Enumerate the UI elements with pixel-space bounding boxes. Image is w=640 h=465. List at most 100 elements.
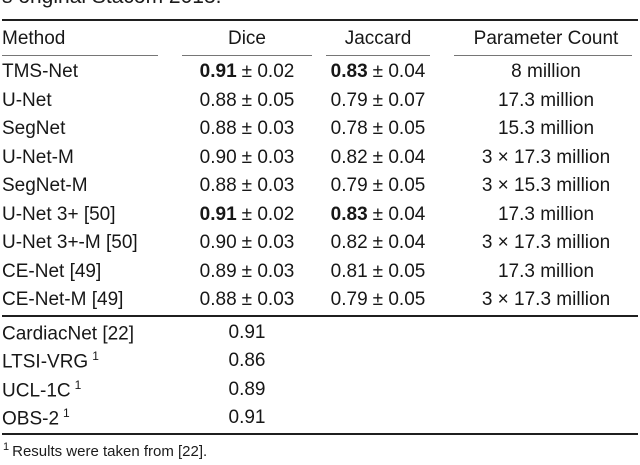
dice-cell: 0.88 ± 0.05 [174, 90, 320, 112]
jaccard-cell: 0.81 ± 0.05 [320, 261, 436, 283]
dice-mean: 0.89 [199, 260, 237, 282]
jaccard-cell: 0.79 ± 0.07 [320, 90, 436, 112]
column-header-parameter-count: Parameter Count [436, 21, 638, 56]
method-cell: CardiacNet [22] [2, 321, 174, 345]
parameter-count-cell: 15.3 million [497, 118, 595, 140]
table-row: CE-Net [49] 0.89 ± 0.03 0.81 ± 0.05 17.3 m… [2, 258, 640, 287]
dice-cell: 0.89 [228, 378, 266, 400]
table-row: LTSI-VRG 1 0.86 [2, 347, 640, 376]
jaccard-cell: 0.79 ± 0.05 [320, 289, 436, 311]
method-cell: OBS-2 1 [2, 406, 174, 430]
column-header-dice: Dice [174, 21, 320, 56]
dice-cell: 0.88 ± 0.03 [174, 175, 320, 197]
dice-mean: 0.91 [199, 203, 237, 225]
method-cell: CE-Net-M [49] [2, 289, 124, 311]
method-label: LTSI-VRG [2, 351, 89, 373]
jaccard-std: ± 0.05 [372, 260, 426, 282]
column-header-method-label: Method [2, 28, 66, 49]
table-row: TMS-Net 0.91 ± 0.02 0.83 ± 0.04 8 million [2, 58, 640, 87]
jaccard-cmidrule [326, 55, 430, 56]
method-label: CardiacNet [22] [2, 322, 135, 344]
dice-std: ± 0.05 [241, 89, 295, 111]
parameter-count-cell: 17.3 million [497, 260, 595, 282]
dice-std: ± 0.03 [241, 175, 295, 197]
table-row: SegNet-M 0.88 ± 0.03 0.79 ± 0.05 3 × 15.3 … [2, 172, 640, 201]
baseline-results-body: CardiacNet [22] 0.91 LTSI-VRG 1 0.86 UCL-… [2, 319, 640, 433]
column-header-method: Method [2, 21, 174, 56]
column-header-parameter-count-label: Parameter Count [473, 28, 619, 49]
table-row: U-Net-M 0.90 ± 0.03 0.82 ± 0.04 3 × 17.3 m… [2, 144, 640, 173]
jaccard-mean: 0.81 [330, 260, 368, 282]
footnote-marker: 1 [3, 440, 10, 453]
method-cell: U-Net [2, 89, 52, 111]
footnote-ref: 1 [74, 377, 82, 392]
method-cell: U-Net 3+ [50] [2, 203, 116, 225]
jaccard-mean: 0.79 [330, 289, 368, 311]
dice-std: ± 0.03 [241, 289, 295, 311]
jaccard-mean: 0.78 [330, 118, 368, 140]
dice-mean: 0.91 [199, 61, 237, 83]
dice-std: ± 0.02 [241, 203, 295, 225]
table-row: U-Net 3+-M [50] 0.90 ± 0.03 0.82 ± 0.04 3 … [2, 229, 640, 258]
jaccard-std: ± 0.04 [372, 203, 426, 225]
dice-cell: 0.90 ± 0.03 [174, 147, 320, 169]
dice-mean: 0.88 [199, 289, 237, 311]
dice-cell: 0.90 ± 0.03 [174, 232, 320, 254]
dice-std: ± 0.03 [241, 232, 295, 254]
jaccard-cell: 0.82 ± 0.04 [320, 147, 436, 169]
jaccard-mean: 0.83 [330, 203, 368, 225]
jaccard-mean: 0.79 [330, 89, 368, 111]
parameter-count-cmidrule [454, 55, 632, 56]
dice-std: ± 0.02 [241, 61, 295, 83]
footnote-text: Results were taken from [22]. [12, 442, 208, 460]
parameter-count-cell: 3 × 17.3 million [481, 146, 611, 168]
jaccard-cell: 0.83 ± 0.04 [320, 61, 436, 83]
jaccard-std: ± 0.05 [372, 175, 426, 197]
parameter-count-cell: 3 × 17.3 million [481, 289, 611, 311]
column-header-dice-label: Dice [227, 28, 266, 49]
footnote-ref: 1 [92, 349, 99, 364]
jaccard-std: ± 0.04 [372, 232, 426, 254]
parameter-count-cell: 3 × 15.3 million [481, 175, 611, 197]
method-label: OBS-2 [2, 408, 60, 430]
dice-cell: 0.91 [228, 321, 266, 343]
dice-cell: 0.91 ± 0.02 [174, 204, 320, 226]
caption-clipped-line: s original Stacom 2013. [2, 0, 640, 10]
dice-cmidrule [182, 55, 312, 56]
dice-cell: 0.88 ± 0.03 [174, 118, 320, 140]
jaccard-std: ± 0.07 [372, 89, 426, 111]
method-label: UCL-1C [2, 379, 71, 401]
dice-mean: 0.88 [199, 89, 237, 111]
jaccard-mean: 0.79 [330, 175, 368, 197]
dice-cell: 0.88 ± 0.03 [174, 289, 320, 311]
parameter-count-cell: 17.3 million [497, 203, 595, 225]
dice-mean: 0.90 [199, 146, 237, 168]
jaccard-std: ± 0.05 [372, 118, 426, 140]
jaccard-mean: 0.82 [330, 232, 368, 254]
jaccard-mean: 0.82 [330, 146, 368, 168]
dice-cell: 0.91 [228, 407, 266, 429]
method-cell: LTSI-VRG 1 [2, 349, 174, 373]
table-row: OBS-2 1 0.91 [2, 404, 640, 433]
table-row: UCL-1C 1 0.89 [2, 376, 640, 405]
jaccard-std: ± 0.04 [372, 61, 426, 83]
table-row: CardiacNet [22] 0.91 [2, 319, 640, 348]
main-results-body: TMS-Net 0.91 ± 0.02 0.83 ± 0.04 8 million … [2, 58, 640, 315]
method-cell: SegNet-M [2, 175, 88, 197]
method-cell: U-Net 3+-M [50] [2, 232, 138, 254]
dice-std: ± 0.03 [241, 146, 295, 168]
parameter-count-cell: 17.3 million [497, 89, 595, 111]
jaccard-cell: 0.83 ± 0.04 [320, 204, 436, 226]
method-cell: UCL-1C 1 [2, 378, 174, 402]
caption-text: s original Stacom 2013. [2, 0, 640, 10]
method-cell: CE-Net [49] [2, 260, 102, 282]
table-row: SegNet 0.88 ± 0.03 0.78 ± 0.05 15.3 millio… [2, 115, 640, 144]
method-cell: U-Net-M [2, 146, 74, 168]
jaccard-cell: 0.82 ± 0.04 [320, 232, 436, 254]
column-header-jaccard-label: Jaccard [344, 28, 412, 49]
table-row: U-Net 3+ [50] 0.91 ± 0.02 0.83 ± 0.04 17.3… [2, 201, 640, 230]
table-row: CE-Net-M [49] 0.88 ± 0.03 0.79 ± 0.05 3 × … [2, 286, 640, 315]
dice-cell: 0.89 ± 0.03 [174, 261, 320, 283]
dice-std: ± 0.03 [241, 260, 295, 282]
